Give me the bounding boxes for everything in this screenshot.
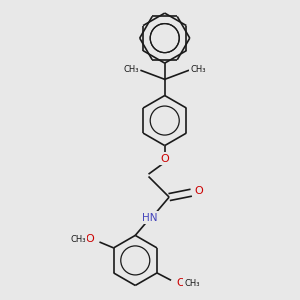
Text: CH₃: CH₃ <box>184 279 200 288</box>
Text: CH₃: CH₃ <box>123 64 139 74</box>
Text: O: O <box>86 234 94 244</box>
Text: CH₃: CH₃ <box>191 64 206 74</box>
Text: O: O <box>160 154 169 164</box>
Text: CH₃: CH₃ <box>70 235 86 244</box>
Text: O: O <box>176 278 185 288</box>
Text: HN: HN <box>142 213 157 223</box>
Text: O: O <box>194 186 203 196</box>
